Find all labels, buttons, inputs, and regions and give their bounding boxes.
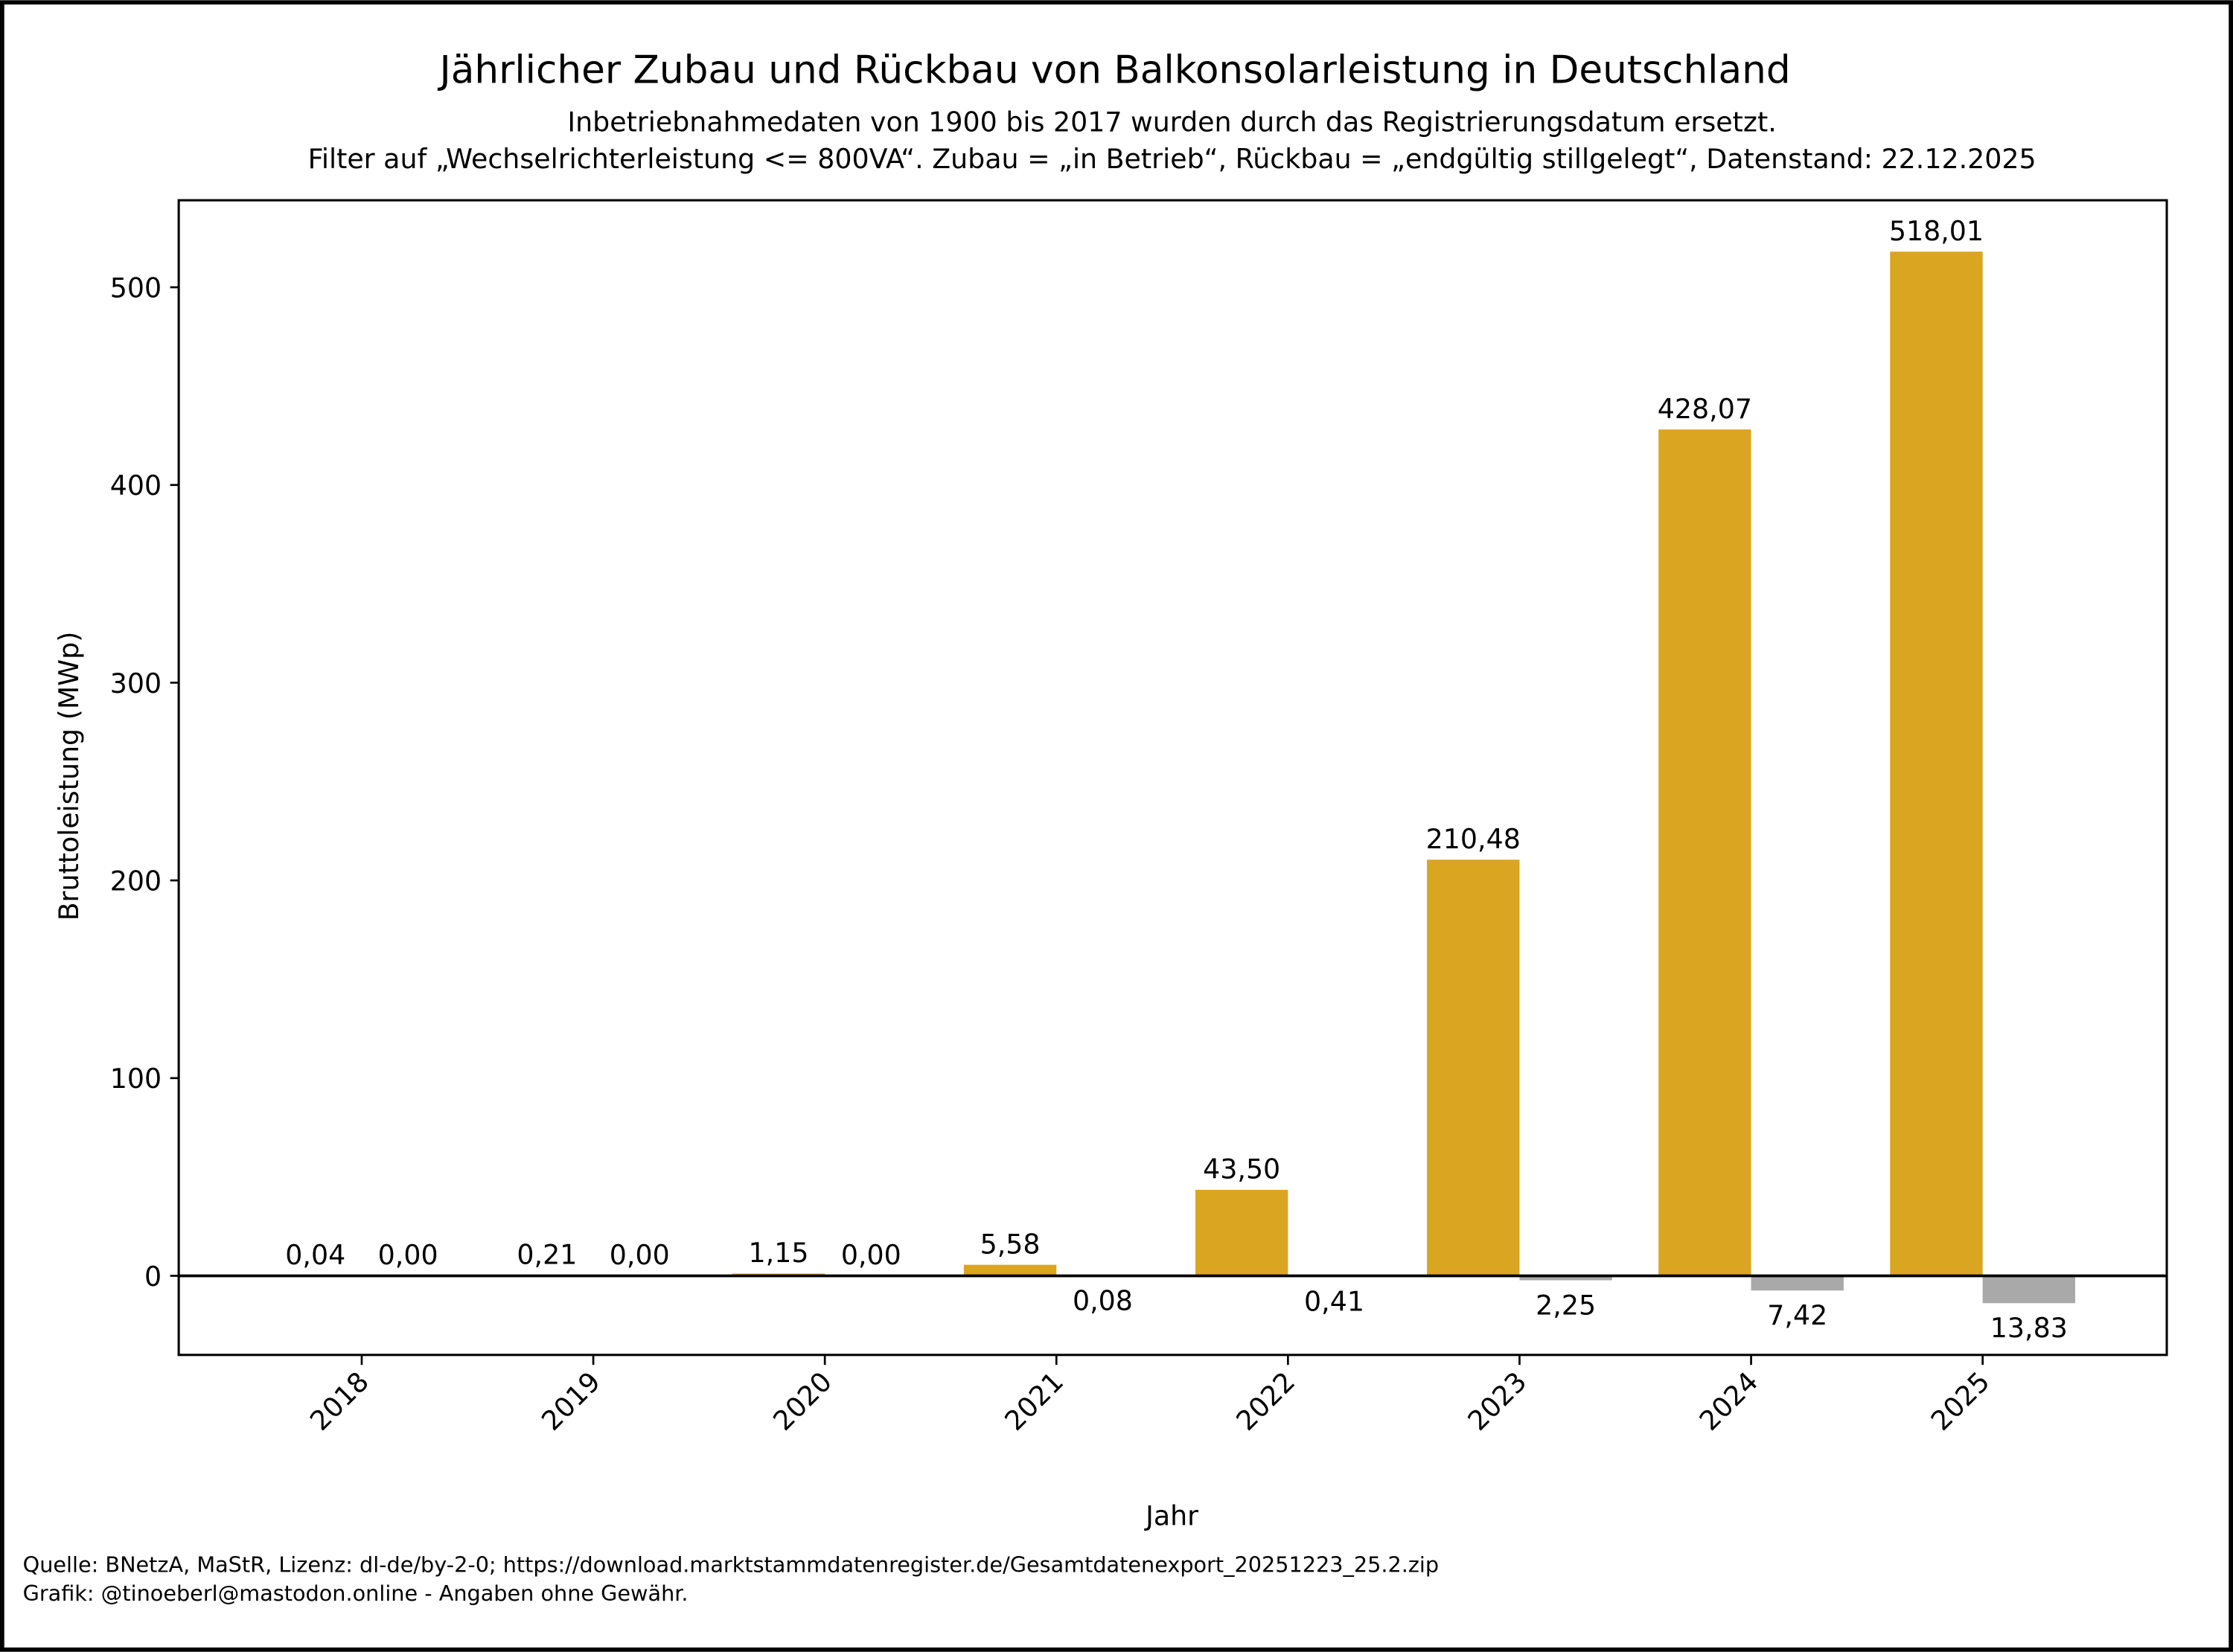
bar-zubau-2022 (1195, 1189, 1288, 1276)
data-label: 0,04 (285, 1239, 345, 1271)
y-tick-label: 0 (144, 1261, 162, 1293)
bar-rückbau-2023 (1519, 1275, 1612, 1281)
data-label: 518,01 (1889, 215, 1984, 247)
chart-subtitle-1: Inbetriebnahmedaten von 1900 bis 2017 wu… (567, 106, 1776, 138)
data-label: 2,25 (1536, 1289, 1596, 1321)
bar-zubau-2023 (1427, 859, 1520, 1276)
bar-rückbau-2025 (1982, 1275, 2076, 1304)
chart-title: Jährlicher Zubau und Rückbau von Balkons… (437, 48, 1790, 92)
bar-rückbau-2024 (1751, 1275, 1844, 1291)
data-label: 0,00 (378, 1239, 438, 1271)
data-label: 13,83 (1990, 1312, 2068, 1344)
y-axis-label: Bruttoleistung (MWp) (53, 632, 85, 921)
y-tick-label: 100 (110, 1063, 162, 1095)
data-label: 210,48 (1426, 823, 1521, 855)
data-label: 0,41 (1304, 1286, 1364, 1318)
chart-subtitle-2: Filter auf „Wechselrichterleistung <= 80… (308, 143, 2036, 175)
data-label: 0,08 (1073, 1285, 1133, 1317)
footer-source: Quelle: BNetzA, MaStR, Lizenz: dl-de/by-… (23, 1552, 1439, 1578)
data-label: 5,58 (980, 1228, 1041, 1260)
bar-zubau-2025 (1890, 252, 1983, 1276)
bar-zubau-2024 (1658, 429, 1751, 1276)
x-axis-label: Jahr (1144, 1499, 1198, 1531)
data-label: 0,21 (517, 1239, 577, 1271)
y-tick-label: 500 (110, 272, 162, 304)
data-label: 0,00 (610, 1239, 670, 1271)
y-tick-label: 300 (110, 667, 162, 699)
data-label: 43,50 (1203, 1153, 1280, 1185)
y-tick-label: 200 (110, 865, 162, 897)
axes-frame (177, 199, 2168, 1357)
footer-credit: Grafik: @tinoeberl@mastodon.online - Ang… (23, 1581, 689, 1606)
data-label: 428,07 (1658, 393, 1752, 425)
bar-zubau-2021 (963, 1264, 1057, 1276)
data-label: 1,15 (749, 1237, 809, 1269)
y-tick-label: 400 (110, 470, 162, 502)
data-label: 0,00 (841, 1239, 901, 1271)
data-label: 7,42 (1767, 1299, 1827, 1331)
